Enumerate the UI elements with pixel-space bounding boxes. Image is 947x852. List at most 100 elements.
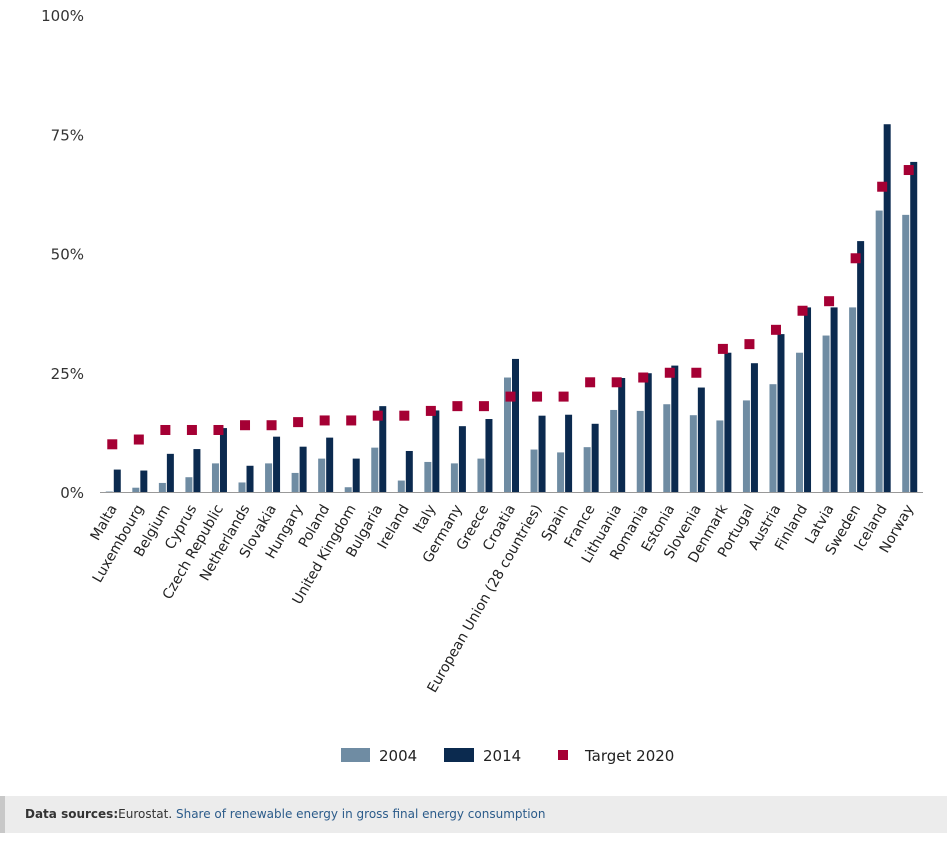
bar-2004 [477, 458, 485, 492]
bar-2004 [583, 447, 591, 492]
bar-2004 [424, 461, 432, 492]
y-tick-label: 100% [41, 7, 84, 25]
bar-2014 [326, 437, 334, 492]
bar-2004 [211, 463, 219, 492]
target-marker [903, 165, 914, 176]
target-marker [425, 405, 436, 416]
legend: 2004 2014 Target 2020 [341, 747, 674, 765]
target-marker [213, 424, 224, 435]
target-marker [558, 391, 569, 402]
bar-2004 [530, 449, 538, 492]
bar-2014 [299, 446, 307, 492]
bar-2014 [565, 414, 573, 492]
target-marker [770, 324, 781, 335]
target-marker [399, 410, 410, 421]
bar-2014 [432, 410, 440, 492]
bar-2004 [822, 335, 830, 492]
y-axis: 0% 25% 50% 75% 100% [41, 7, 84, 502]
target-marker [638, 372, 649, 383]
bar-2014 [804, 307, 812, 492]
legend-swatch-2004 [341, 748, 370, 762]
data-sources-footer: Data sources:Eurostat. Share of renewabl… [0, 796, 947, 833]
bar-2004 [185, 477, 193, 492]
target-marker [691, 367, 702, 378]
bar-2014 [777, 334, 785, 492]
y-tick-label: 75% [51, 126, 84, 144]
bar-2004 [318, 458, 326, 492]
bar-2014 [538, 415, 546, 492]
bar-2004 [742, 400, 750, 492]
bar-2014 [724, 352, 732, 492]
bar-2004 [371, 447, 379, 492]
bar-2004 [504, 377, 511, 492]
bar-2014 [910, 161, 918, 492]
bar-2004 [291, 472, 299, 492]
legend-swatch-target [558, 750, 568, 760]
target-marker [160, 424, 171, 435]
bar-2004 [663, 404, 671, 492]
bar-2014 [618, 377, 626, 492]
target-marker [505, 391, 516, 402]
y-tick-label: 0% [60, 484, 84, 502]
bar-2014 [857, 241, 865, 492]
bar-2004 [636, 410, 644, 492]
bar-2004 [557, 452, 565, 492]
target-marker [293, 417, 304, 428]
bar-2004 [450, 463, 458, 492]
bar-2014 [405, 450, 413, 492]
bar-2014 [113, 469, 121, 492]
data-source-link[interactable]: Share of renewable energy in gross final… [175, 807, 546, 821]
target-marker [850, 253, 861, 264]
bar-2014 [591, 423, 599, 492]
target-marker [797, 305, 808, 316]
bar-2014 [193, 449, 201, 492]
bar-2014 [485, 419, 493, 492]
target-marker [585, 377, 596, 388]
bar-2014 [750, 363, 758, 492]
bar-2004 [716, 420, 724, 492]
bar-2014 [512, 358, 519, 492]
target-marker [532, 391, 543, 402]
target-marker [107, 439, 118, 450]
bar-2014 [166, 453, 174, 492]
bar-2004 [796, 352, 804, 492]
bar-2004 [132, 487, 140, 492]
bar-2014 [644, 373, 652, 492]
bar-2004 [849, 307, 857, 492]
target-marker [824, 296, 835, 307]
bar-2004 [238, 482, 246, 492]
target-marker [133, 434, 144, 445]
data-source-name: Eurostat. [118, 807, 173, 821]
bar-2014 [352, 458, 360, 492]
bar-2004 [875, 210, 883, 492]
y-tick-label: 50% [51, 246, 84, 264]
bar-2014 [140, 470, 148, 492]
target-marker [664, 367, 675, 378]
renewable-energy-chart: 0% 25% 50% 75% 100% MaltaLuxembourgBelgiumCy… [41, 7, 923, 765]
target-markers [107, 165, 914, 450]
bar-2014 [246, 465, 254, 492]
target-marker [452, 401, 463, 412]
target-marker [877, 181, 888, 192]
bar-2014 [458, 426, 466, 492]
bar-2004 [689, 415, 697, 492]
bar-2004 [769, 384, 777, 492]
bar-2014 [697, 387, 705, 492]
target-marker [346, 415, 357, 426]
target-marker [744, 339, 755, 350]
target-marker [478, 401, 489, 412]
bar-2004 [265, 463, 273, 492]
y-tick-label: 25% [51, 365, 84, 383]
bar-2014 [379, 406, 387, 492]
legend-swatch-2014 [444, 748, 474, 762]
bars [105, 124, 918, 492]
target-marker [186, 424, 197, 435]
target-marker [717, 343, 728, 354]
bar-2004 [397, 480, 405, 492]
bar-2014 [273, 436, 281, 492]
target-marker [372, 410, 383, 421]
legend-label-2004: 2004 [379, 747, 417, 765]
legend-label-target: Target 2020 [584, 747, 674, 765]
target-marker [611, 377, 622, 388]
